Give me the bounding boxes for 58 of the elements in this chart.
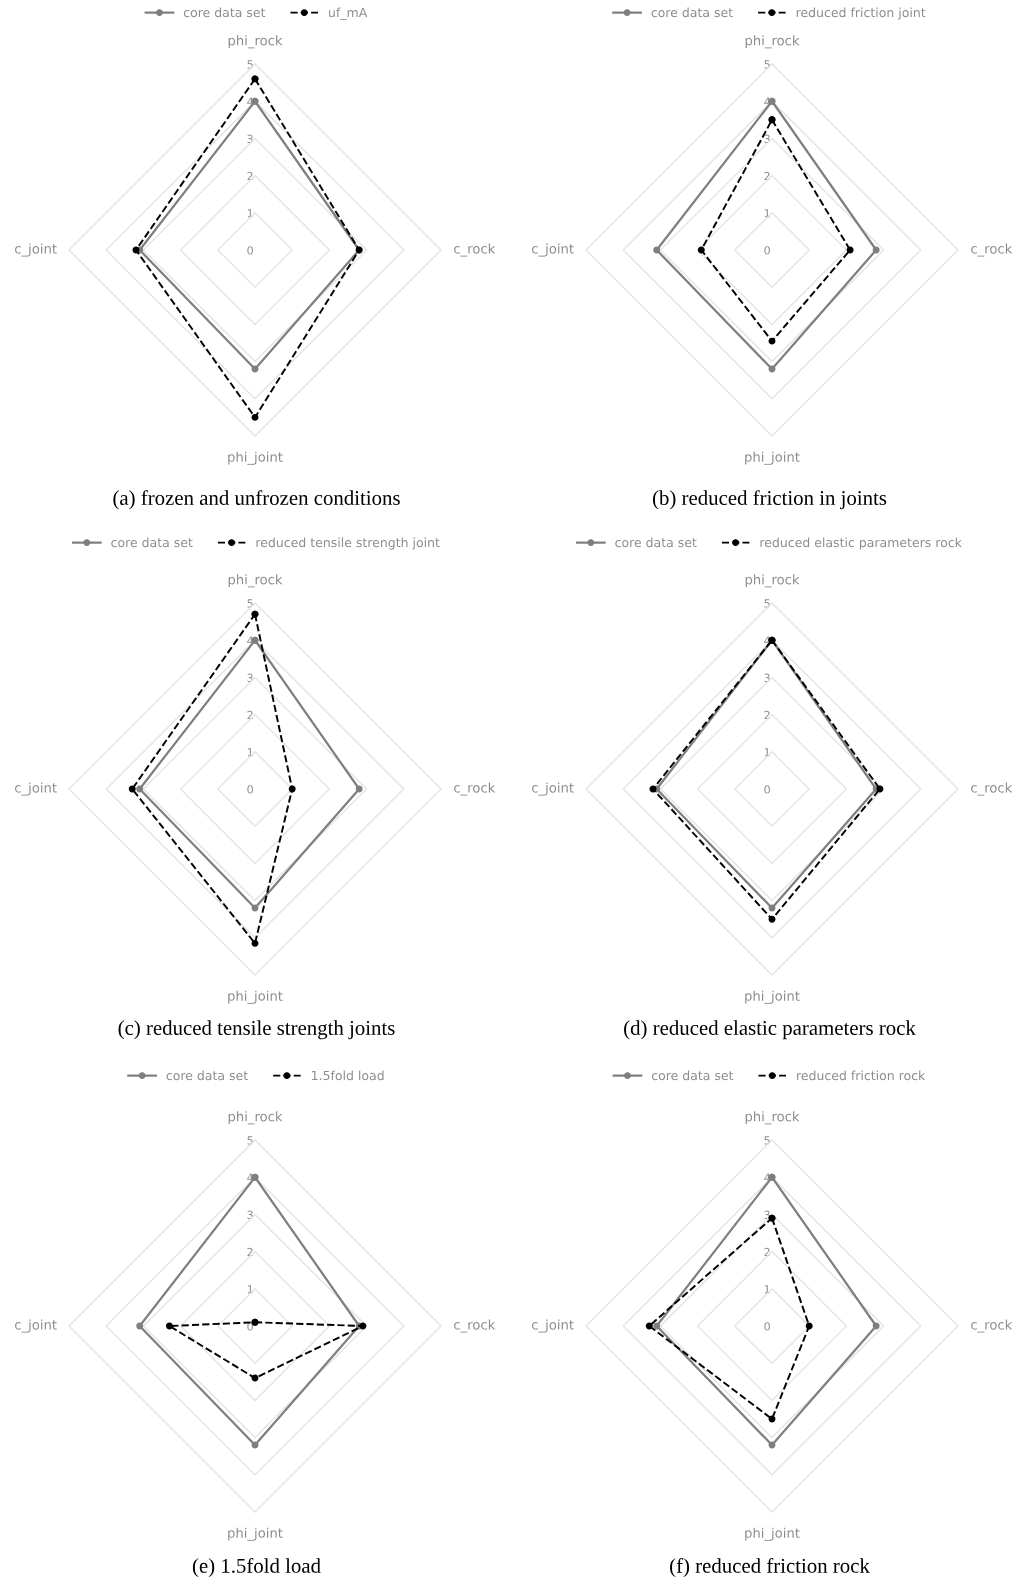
spoke-label: phi_rock bbox=[745, 35, 800, 49]
y-tick-label: 0 bbox=[764, 246, 770, 255]
y-tick-label: 0 bbox=[247, 246, 253, 255]
legend-label: core data set bbox=[166, 1070, 248, 1081]
y-tick-label: 0 bbox=[247, 785, 253, 794]
text: (c) reduced tensile strength joints bbox=[118, 1020, 395, 1040]
text: (d) reduced elastic parameters rock bbox=[624, 1020, 916, 1040]
legend-label: reduced friction joint bbox=[796, 7, 926, 20]
legend-label: reduced elastic parameters rock bbox=[760, 537, 962, 550]
y-tick-label: 0 bbox=[764, 785, 770, 794]
y-tick-label: 3 bbox=[764, 673, 770, 683]
legend-label: core data set bbox=[111, 537, 193, 548]
text: (e) 1.5fold load bbox=[192, 1558, 321, 1578]
y-tick-label: 2 bbox=[764, 171, 770, 181]
spoke-label: phi_joint bbox=[228, 451, 283, 465]
spoke-label: c_joint bbox=[15, 782, 57, 796]
y-tick-label: 0 bbox=[764, 1322, 770, 1331]
text: (a) frozen and unfrozen conditions bbox=[113, 490, 400, 510]
legend-label: core data set bbox=[651, 7, 733, 18]
spoke-label: c_joint bbox=[532, 1319, 574, 1333]
spoke-label: phi_rock bbox=[745, 1111, 800, 1125]
spoke-label: phi_joint bbox=[745, 990, 800, 1004]
y-tick-label: 2 bbox=[247, 1247, 253, 1257]
spoke-label: c_rock bbox=[454, 782, 496, 796]
y-tick-label: 3 bbox=[247, 1210, 253, 1220]
spoke-label: phi_joint bbox=[745, 451, 800, 465]
spoke-label: c_joint bbox=[15, 243, 57, 257]
y-tick-label: 2 bbox=[247, 171, 253, 181]
spoke-label: phi_rock bbox=[745, 574, 800, 588]
legend-label: 1.5fold load bbox=[312, 1070, 384, 1081]
spoke-label: phi_joint bbox=[228, 1527, 283, 1541]
y-tick-label: 3 bbox=[247, 673, 253, 683]
spoke-label: c_rock bbox=[454, 243, 496, 257]
legend-label: reduced friction rock bbox=[797, 1070, 926, 1081]
spoke-label: c_rock bbox=[971, 782, 1013, 796]
text: (b) reduced friction in joints bbox=[652, 490, 887, 510]
y-tick-label: 2 bbox=[247, 710, 253, 720]
spoke-label: c_rock bbox=[971, 1319, 1013, 1333]
spoke-label: phi_rock bbox=[228, 35, 283, 49]
spoke-label: c_rock bbox=[454, 1319, 496, 1333]
y-tick-label: 3 bbox=[764, 134, 770, 144]
legend-label: reduced tensile strength joint bbox=[256, 537, 440, 550]
y-tick-label: 3 bbox=[247, 134, 253, 144]
spoke-label: c_joint bbox=[15, 1319, 57, 1333]
text: (f) reduced friction rock bbox=[670, 1558, 870, 1578]
legend-label: core data set bbox=[615, 537, 697, 548]
spoke-label: phi_rock bbox=[228, 574, 283, 588]
spoke-label: phi_joint bbox=[745, 1527, 800, 1541]
y-tick-label: 2 bbox=[764, 1247, 770, 1257]
spoke-label: c_joint bbox=[532, 782, 574, 796]
spoke-label: c_joint bbox=[532, 243, 574, 257]
legend-label: core data set bbox=[183, 7, 266, 18]
spoke-label: phi_joint bbox=[228, 990, 283, 1004]
legend-label: core data set bbox=[651, 1070, 734, 1081]
legend-label: uf_mA bbox=[329, 7, 368, 20]
y-tick-label: 2 bbox=[764, 710, 770, 720]
spoke-label: phi_rock bbox=[228, 1111, 283, 1125]
spoke-label: c_rock bbox=[971, 243, 1013, 257]
